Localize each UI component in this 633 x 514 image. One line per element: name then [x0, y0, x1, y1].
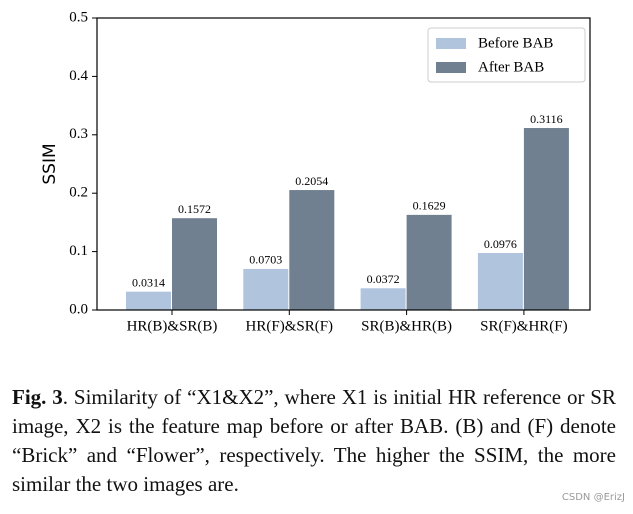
bar	[126, 291, 171, 310]
bar	[172, 218, 217, 310]
y-axis-label: SSIM	[40, 143, 60, 184]
y-tick-label: 0.3	[69, 126, 88, 142]
bar	[243, 268, 289, 310]
x-tick-label: HR(B)&SR(B)	[127, 318, 218, 334]
bar-value-label: 0.0976	[484, 237, 517, 251]
caption: Fig. 3. Similarity of “X1&X2”, where X1 …	[12, 383, 616, 499]
y-tick-label: 0.5	[69, 9, 88, 25]
y-tick-label: 0.1	[69, 243, 88, 259]
bar	[406, 214, 452, 310]
y-tick-label: 0.0	[69, 301, 88, 317]
bar-value-label: 0.2054	[295, 174, 328, 188]
legend-box	[427, 27, 586, 83]
legend-swatch	[436, 38, 466, 49]
bar	[289, 190, 335, 310]
chart: SSIM 0.0 0.1 0.2 0.3 0.4 0.5 HR(B)&SR(B) 0.0314…	[40, 9, 591, 334]
bar-value-label: 0.0372	[367, 272, 400, 286]
x-tick-label: HR(F)&SR(F)	[246, 318, 334, 334]
y-tick-label: 0.2	[69, 185, 88, 201]
watermark: CSDN @ErizJ	[561, 492, 625, 503]
bar-value-label: 0.0314	[132, 275, 165, 289]
bar	[360, 288, 406, 310]
bar	[477, 253, 523, 310]
y-tick-label: 0.4	[69, 68, 88, 84]
legend-label: After BAB	[478, 59, 544, 75]
x-tick-label: SR(B)&HR(B)	[361, 318, 452, 334]
bar-value-label: 0.1572	[178, 202, 211, 216]
caption-label: Fig. 3	[12, 385, 63, 409]
x-tick-label: SR(F)&HR(F)	[480, 318, 568, 334]
legend-swatch	[436, 62, 466, 73]
plot-frame	[96, 17, 591, 311]
legend-label: Before BAB	[478, 35, 553, 51]
bar-value-label: 0.1629	[413, 199, 446, 213]
bar-value-label: 0.0703	[249, 253, 282, 267]
bar-value-label: 0.3116	[530, 112, 563, 126]
bar	[523, 128, 569, 310]
caption-text: . Similarity of “X1&X2”, where X1 is ini…	[12, 385, 616, 496]
